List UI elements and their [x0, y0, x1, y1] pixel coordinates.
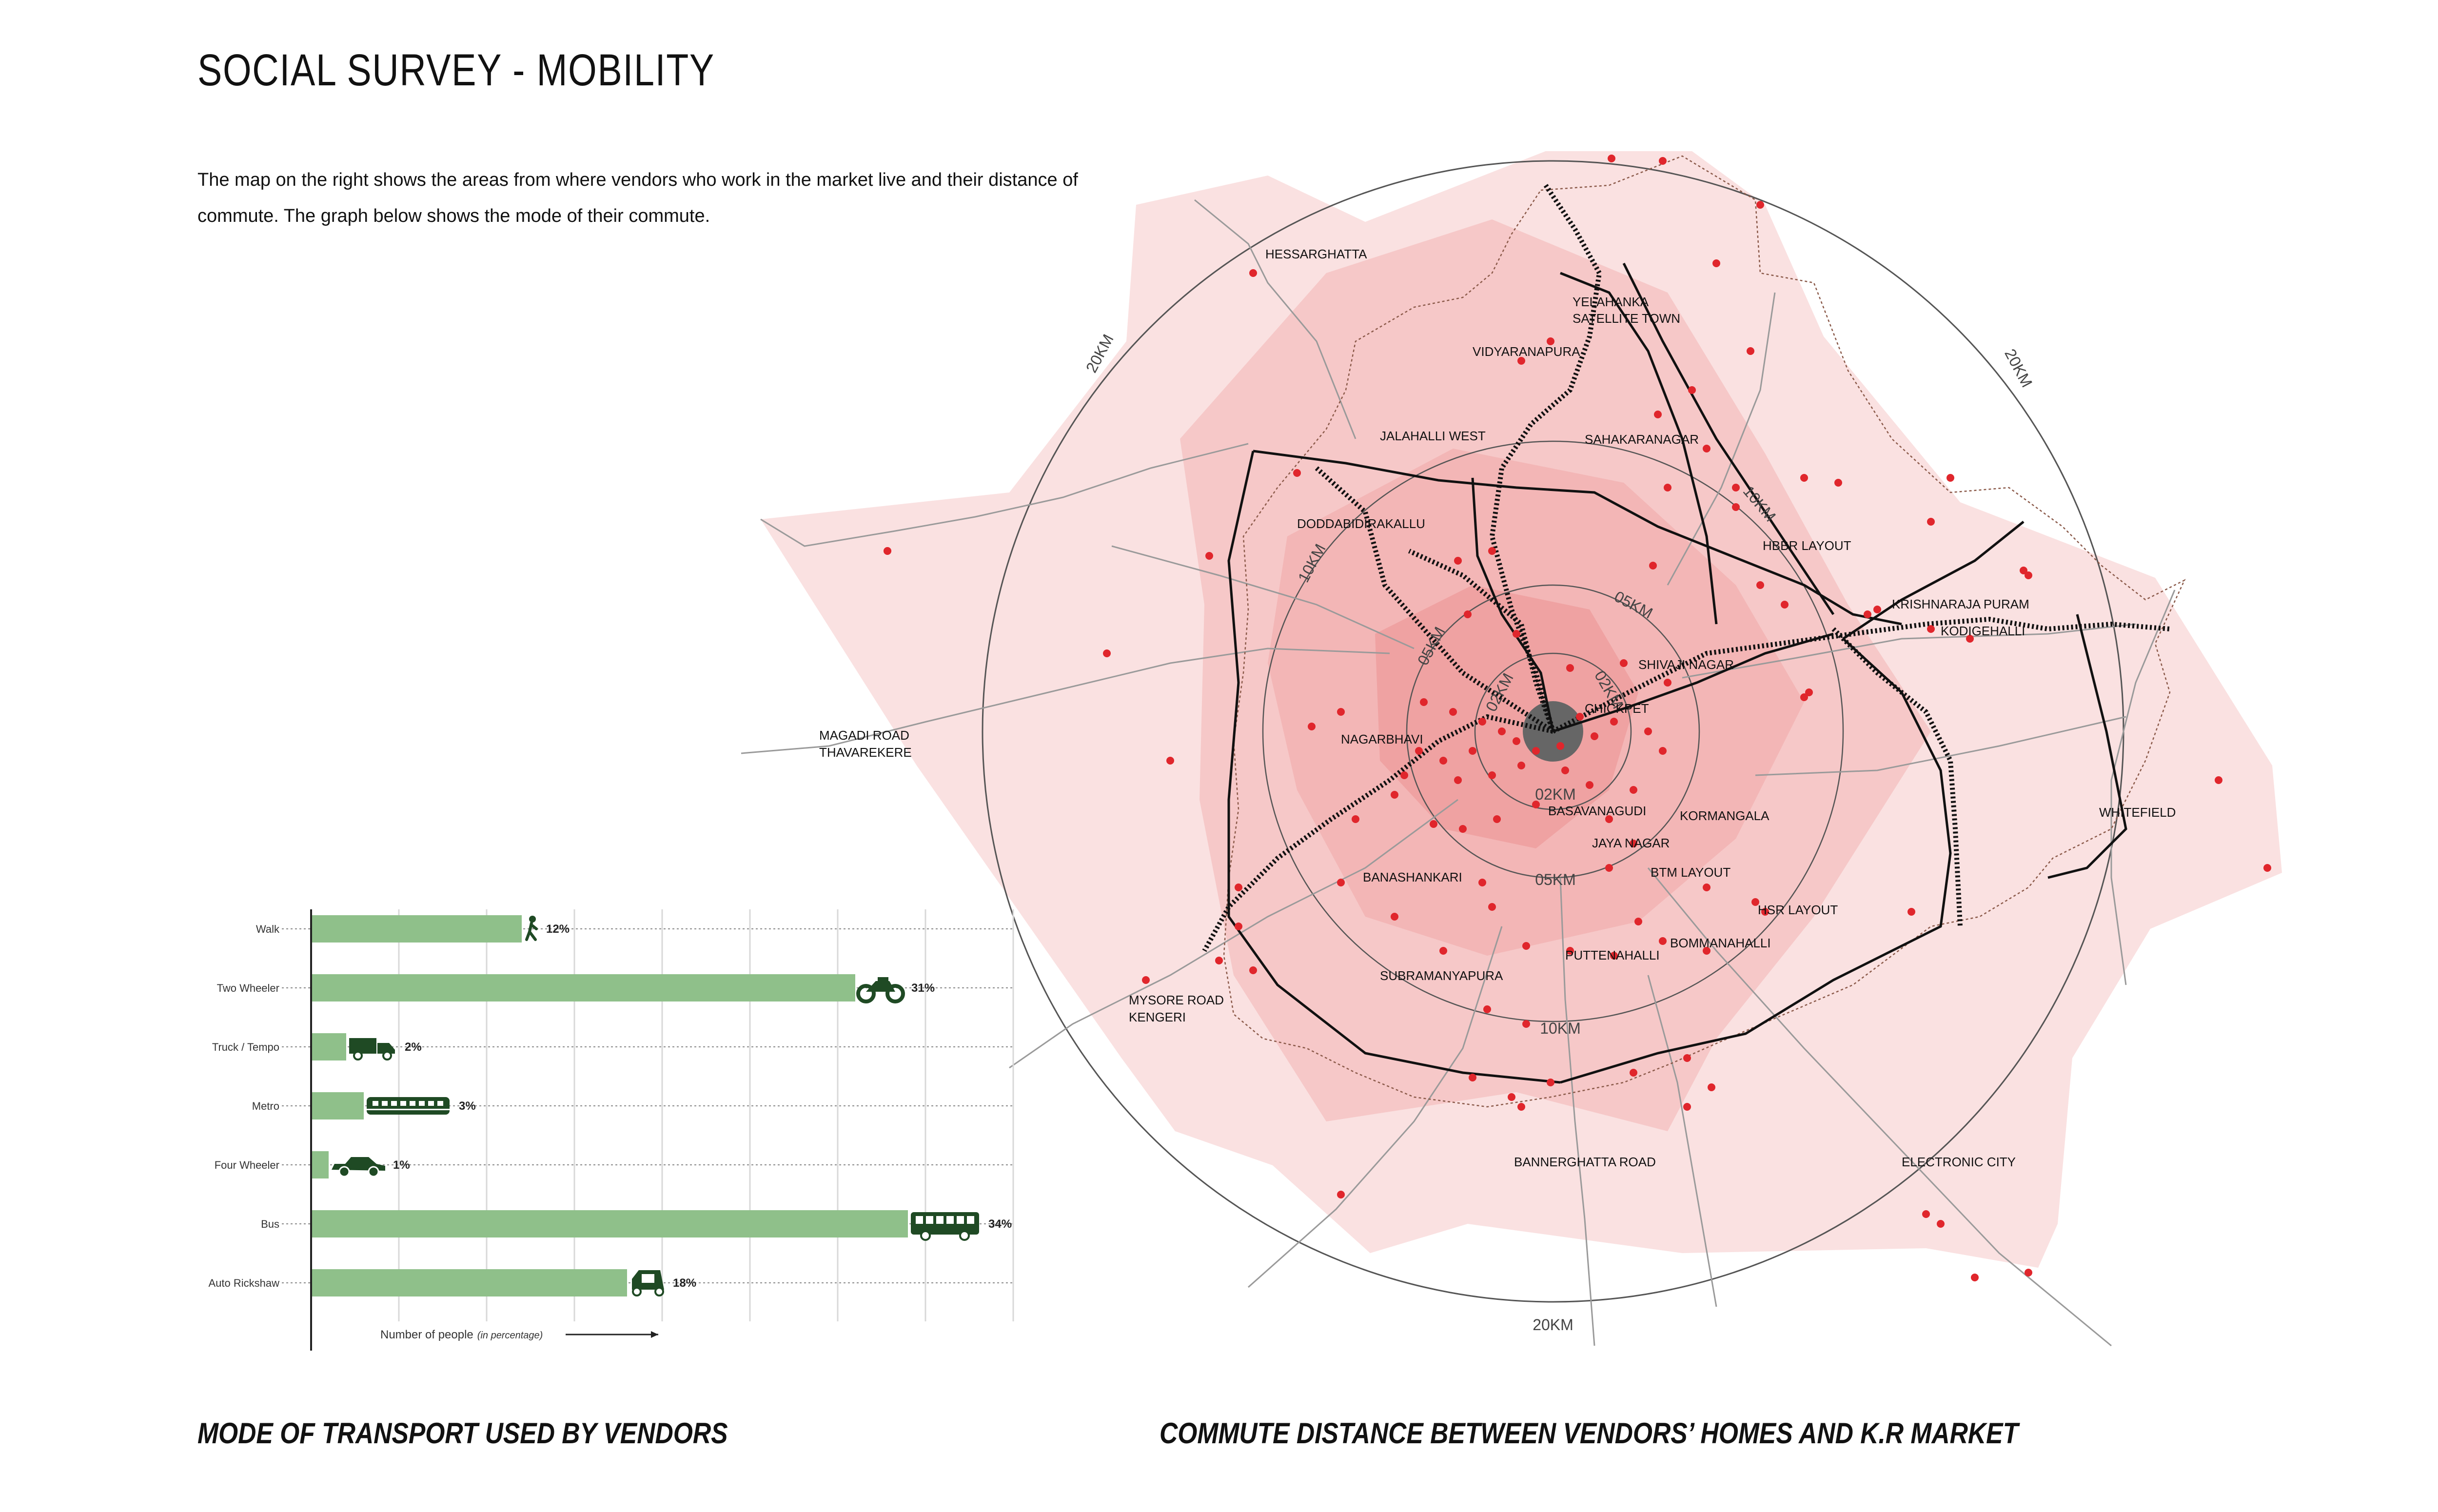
place-label: THAVAREKERE — [819, 745, 912, 760]
category-label: Walk — [256, 923, 280, 935]
railway-lines — [1202, 184, 2170, 952]
place-label: JAYA NAGAR — [1592, 836, 1670, 850]
place-label: MYSORE ROAD — [1129, 993, 1224, 1007]
place-label: PUTTENAHALLI — [1565, 948, 1660, 962]
label-5km-bottom: 05KM — [1535, 871, 1576, 888]
transport-mode-chart: Walk 12% Two Wheeler 31% Truck / Tempo 2% Metr… — [208, 909, 1014, 1351]
bar — [311, 1151, 329, 1178]
walk-icon — [525, 916, 538, 941]
value-label: 34% — [988, 1217, 1012, 1231]
bar — [311, 1033, 346, 1060]
ring-labels: 20KM 20KM 20KM 10KM 10KM 10KM 05KM 05KM … — [1082, 331, 2036, 1334]
truck-icon — [349, 1038, 395, 1060]
place-label: BTM LAYOUT — [1651, 865, 1730, 880]
place-label: JALAHALLI WEST — [1380, 429, 1486, 443]
car-icon — [332, 1157, 385, 1178]
label-2km-left: 02KM — [1482, 670, 1517, 714]
vendor-home-dots — [884, 155, 2271, 1281]
place-label: NAGARBHAVI — [1341, 732, 1423, 746]
metro-icon — [367, 1097, 450, 1115]
chart-x-arrow-head — [651, 1331, 658, 1338]
value-label: 1% — [393, 1159, 410, 1172]
bar — [311, 1092, 364, 1119]
bar — [311, 1210, 908, 1237]
ring-20km — [982, 160, 2124, 1303]
chart-x-label-main: Number of people — [380, 1328, 473, 1341]
bar — [311, 1269, 627, 1296]
category-label: Auto Rickshaw — [208, 1277, 279, 1289]
kr-market-marker — [1523, 701, 1583, 762]
place-label: SHIVAJI NAGAR — [1638, 657, 1734, 672]
category-label: Bus — [261, 1218, 279, 1230]
place-label: KENGERI — [1129, 1010, 1186, 1024]
category-label: Truck / Tempo — [212, 1041, 279, 1053]
place-label: SATELLITE TOWN — [1573, 311, 1680, 326]
chart-x-label: Number of people (in percentage) — [380, 1328, 543, 1341]
chart-row: Two Wheeler 31% — [217, 974, 1013, 1003]
value-label: 18% — [673, 1276, 696, 1290]
label-20km-left: 20KM — [1082, 331, 1117, 375]
category-label: Four Wheeler — [215, 1159, 279, 1171]
city-boundary — [1223, 155, 2186, 1108]
place-label: BANNERGHATTA ROAD — [1514, 1155, 1656, 1169]
distance-rings — [982, 160, 2124, 1303]
label-5km-left: 05KM — [1414, 624, 1449, 668]
place-label: DODDABIDIRAKALLU — [1297, 516, 1425, 531]
bus-icon — [911, 1212, 979, 1241]
place-label: KORMANGALA — [1680, 808, 1770, 823]
label-10km-bottom: 10KM — [1540, 1020, 1581, 1037]
place-label: YELAHANKA — [1573, 295, 1649, 309]
value-label: 12% — [546, 923, 570, 936]
place-label: KODIGEHALLI — [1941, 624, 2025, 638]
chart-x-label-note: (in percentage) — [477, 1330, 543, 1341]
place-label: HESSARGHATTA — [1265, 247, 1367, 261]
intro-text: The map on the right shows the areas fro… — [197, 170, 1078, 226]
value-label: 2% — [405, 1041, 422, 1054]
ring-roads — [1227, 262, 2127, 1084]
place-label: HBBR LAYOUT — [1763, 538, 1851, 553]
map-center-label: CHICKPET — [1585, 701, 1649, 716]
chart-row: Truck / Tempo 2% — [212, 1033, 1013, 1060]
label-10km-left: 10KM — [1295, 541, 1329, 585]
place-label: WHITEFIELD — [2099, 805, 2176, 820]
caption-transport: MODE OF TRANSPORT USED BY VENDORS — [197, 1417, 728, 1450]
value-label: 3% — [459, 1100, 476, 1113]
ring-10km — [1262, 440, 1844, 1022]
place-label: SUBRAMANYAPURA — [1380, 968, 1503, 983]
ring-2km — [1474, 652, 1632, 810]
chart-row: Metro 3% — [252, 1092, 1013, 1119]
label-20km-bottom: 20KM — [1533, 1316, 1573, 1334]
place-label: ELECTRONIC CITY — [1902, 1155, 2016, 1169]
chart-row: Auto Rickshaw 18% — [208, 1269, 1013, 1296]
place-label: SAHAKARANAGAR — [1585, 432, 1699, 447]
place-label: BANASHANKARI — [1363, 870, 1462, 884]
chart-grid — [398, 909, 1014, 1321]
chart-row: Walk 12% — [256, 915, 1013, 943]
value-label: 31% — [911, 982, 935, 995]
bar — [311, 974, 855, 1001]
caption-commute: COMMUTE DISTANCE BETWEEN VENDORS’ HOMES … — [1160, 1417, 2019, 1450]
place-label: BOMMANAHALLI — [1670, 936, 1771, 950]
label-20km-right: 20KM — [2001, 346, 2036, 390]
chart-row: Four Wheeler 1% — [215, 1151, 1013, 1178]
chart-rows: Walk 12% Two Wheeler 31% Truck / Tempo 2% Metr… — [208, 915, 1013, 1296]
chart-row: Bus 34% — [261, 1210, 1013, 1241]
label-2km-bottom: 02KM — [1535, 785, 1576, 803]
category-label: Two Wheeler — [217, 982, 279, 994]
place-label: BASAVANAGUDI — [1548, 804, 1646, 818]
motorcycle-icon — [856, 977, 905, 1003]
bar — [311, 915, 522, 943]
place-label: MAGADI ROAD — [819, 728, 909, 743]
label-5km-right: 05KM — [1612, 588, 1656, 622]
place-label: HSR LAYOUT — [1758, 903, 1838, 917]
place-label: KRISHNARAJA PURAM — [1892, 597, 2029, 611]
ring-5km — [1406, 584, 1700, 879]
place-label: VIDYARANAPURA — [1473, 344, 1580, 359]
label-10km-right: 10KM — [1740, 482, 1779, 525]
label-2km-right: 02KM — [1591, 668, 1627, 711]
page-title: SOCIAL SURVEY - MOBILITY — [197, 45, 715, 95]
category-label: Metro — [252, 1100, 279, 1112]
auto-rickshaw-icon — [632, 1270, 664, 1296]
